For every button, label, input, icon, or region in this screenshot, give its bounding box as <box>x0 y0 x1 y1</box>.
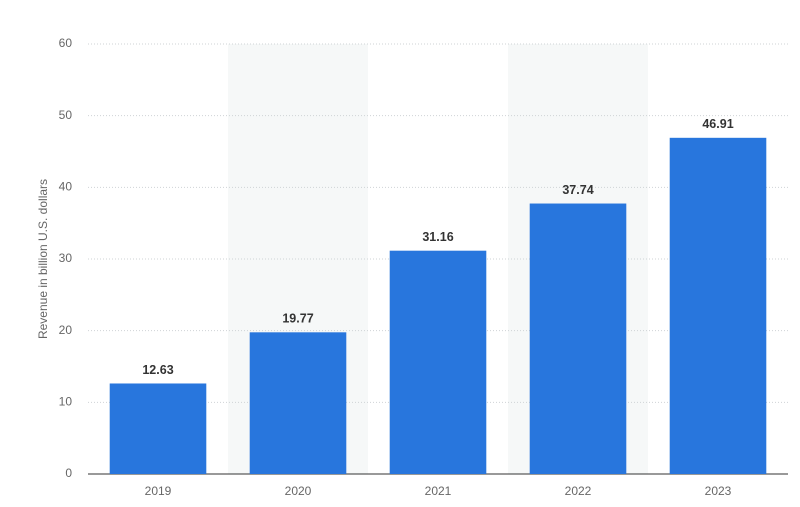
bar <box>109 383 207 474</box>
x-tick-label: 2019 <box>145 484 172 498</box>
x-tick-label: 2022 <box>565 484 592 498</box>
y-tick-label: 0 <box>65 466 72 480</box>
y-tick-label: 50 <box>59 108 73 122</box>
value-label: 19.77 <box>282 312 313 326</box>
y-axis-title: Revenue in billion U.S. dollars <box>36 179 50 339</box>
y-tick-label: 40 <box>59 180 73 194</box>
x-tick-label: 2021 <box>425 484 452 498</box>
x-tick-label: 2023 <box>705 484 732 498</box>
y-tick-label: 20 <box>59 323 73 337</box>
value-label: 46.91 <box>702 117 733 131</box>
value-label: 31.16 <box>422 230 453 244</box>
bar <box>249 332 347 474</box>
bar <box>529 203 627 474</box>
value-label: 12.63 <box>142 363 173 377</box>
bar <box>669 137 767 475</box>
bar <box>389 250 487 474</box>
x-tick-label: 2020 <box>285 484 312 498</box>
value-label: 37.74 <box>562 183 593 197</box>
y-tick-label: 10 <box>59 395 73 409</box>
y-tick-label: 30 <box>59 251 73 265</box>
y-tick-label: 60 <box>59 36 73 50</box>
